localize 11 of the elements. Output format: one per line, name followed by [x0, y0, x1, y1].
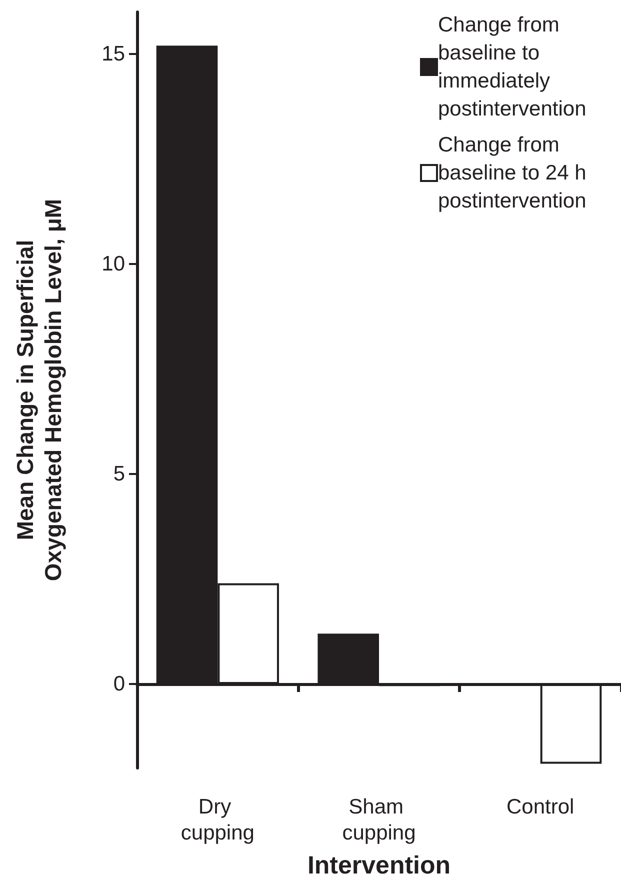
x-tick-label: Dry cupping [180, 796, 254, 844]
x-tick-label: Control [506, 796, 574, 818]
y-tick-label: 10 [102, 252, 125, 276]
legend-label: Change from baseline to immediately postintervention [438, 14, 586, 120]
y-axis-title: Mean Change in Superficial Oxygenated Hemoglobin Level, μM [12, 198, 66, 582]
y-tick-label: 0 [113, 672, 125, 696]
legend-label: Change from baseline to 24 h postintervention [438, 134, 592, 212]
x-tick-label: Sham cupping [342, 796, 416, 844]
y-tick-label: 15 [102, 42, 125, 66]
y-tick-label: 5 [113, 462, 125, 486]
x-axis-title: Intervention [307, 852, 451, 880]
